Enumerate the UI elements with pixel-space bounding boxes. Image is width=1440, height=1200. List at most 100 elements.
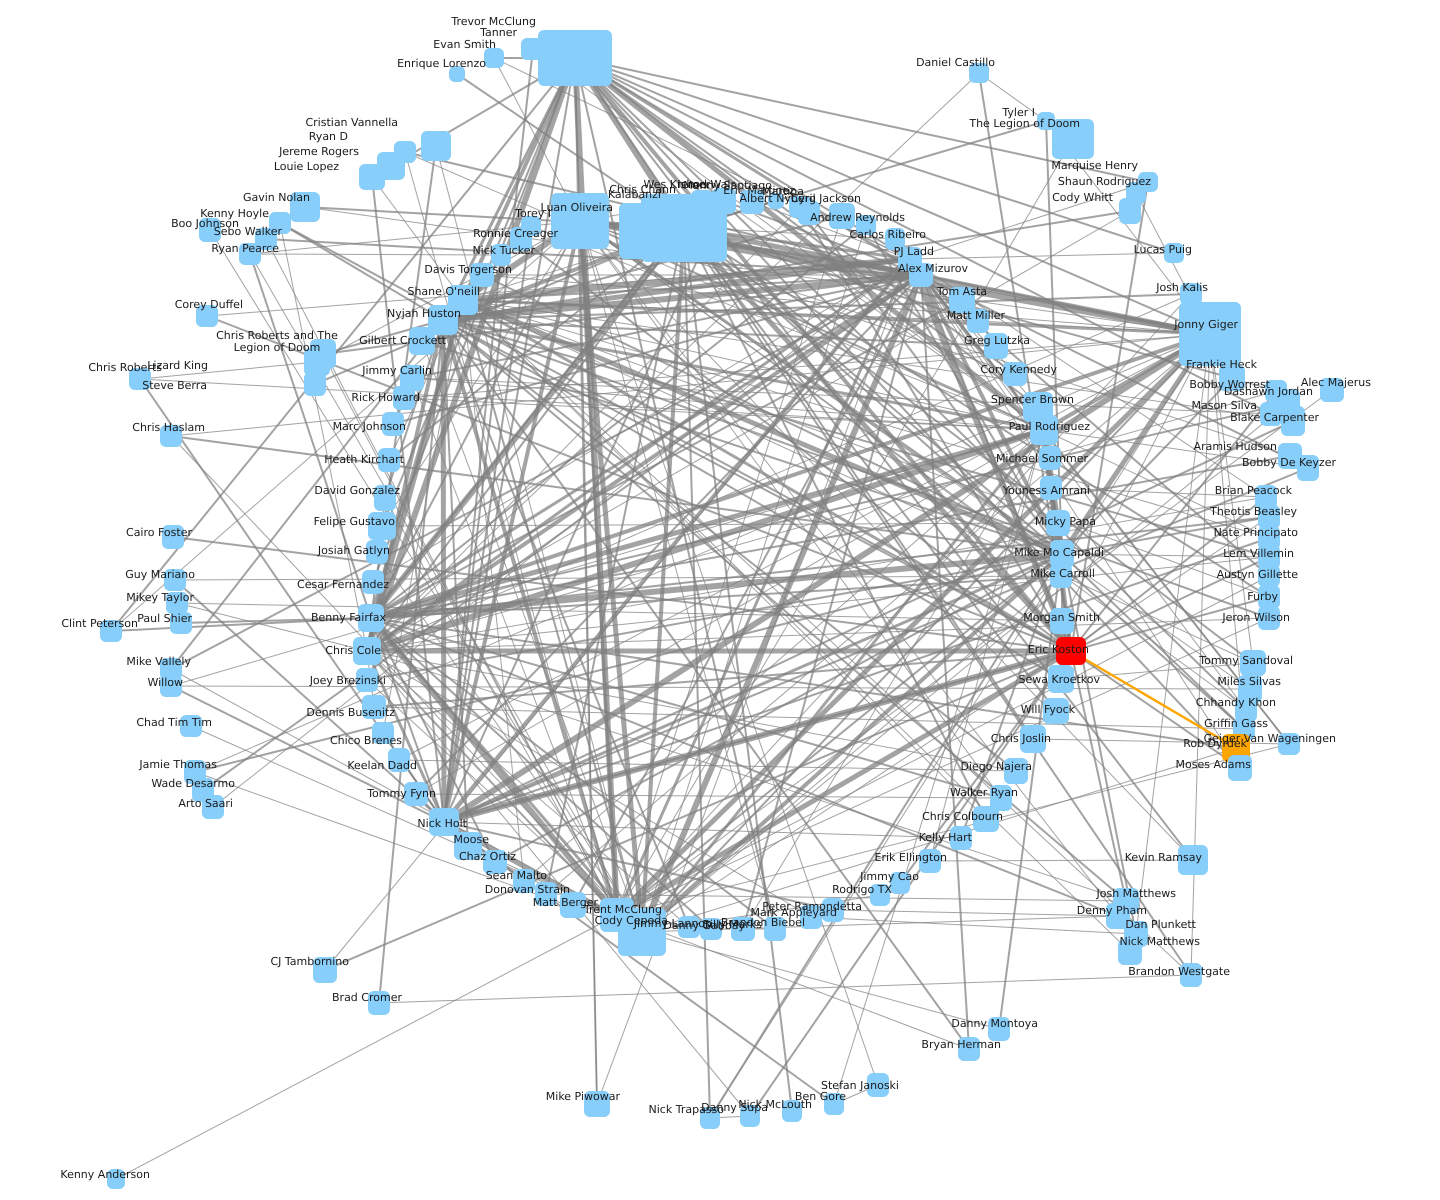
graph-node[interactable]	[1297, 455, 1319, 481]
graph-node[interactable]	[393, 386, 415, 410]
graph-node[interactable]	[1030, 415, 1058, 445]
graph-node[interactable]	[798, 201, 820, 225]
graph-node[interactable]	[949, 287, 975, 313]
graph-node[interactable]	[1278, 733, 1300, 755]
graph-node[interactable]	[1039, 446, 1061, 470]
graph-node[interactable]	[856, 215, 876, 235]
graph-node[interactable]	[919, 849, 941, 873]
graph-node[interactable]	[1258, 545, 1280, 569]
graph-node[interactable]	[822, 898, 844, 922]
graph-node[interactable]	[1255, 485, 1277, 509]
graph-node[interactable]	[969, 63, 989, 83]
graph-node[interactable]	[521, 38, 545, 60]
graph-node[interactable]	[1281, 406, 1305, 436]
graph-node[interactable]	[700, 918, 722, 940]
graph-node[interactable]	[378, 448, 400, 472]
graph-node[interactable]	[1119, 198, 1141, 224]
graph-node[interactable]	[712, 188, 736, 214]
graph-node[interactable]	[1219, 365, 1245, 391]
graph-node[interactable]	[166, 592, 188, 614]
graph-node[interactable]	[362, 695, 386, 719]
graph-node[interactable]	[1020, 725, 1046, 753]
graph-node[interactable]	[160, 675, 182, 697]
graph-node[interactable]	[1258, 565, 1280, 587]
graph-node[interactable]	[372, 722, 394, 744]
graph-node[interactable]	[1258, 505, 1280, 529]
graph-node[interactable]	[358, 604, 384, 632]
graph-node[interactable]	[824, 1093, 844, 1115]
graph-node[interactable]	[984, 333, 1008, 359]
graph-node[interactable]	[950, 826, 972, 850]
graph-node[interactable]	[160, 425, 182, 447]
graph-node[interactable]	[164, 569, 186, 591]
graph-node[interactable]	[782, 1100, 802, 1122]
graph-node[interactable]	[867, 1073, 889, 1097]
graph-node[interactable]	[909, 263, 933, 287]
graph-node[interactable]	[890, 872, 910, 894]
graph-node[interactable]	[740, 1105, 760, 1127]
graph-node[interactable]	[1179, 302, 1241, 366]
graph-node[interactable]	[1258, 606, 1280, 630]
graph-node[interactable]	[362, 570, 384, 594]
graph-node[interactable]	[678, 916, 700, 938]
graph-node[interactable]	[990, 785, 1012, 811]
graph-node[interactable]	[1050, 540, 1074, 568]
graph-node[interactable]	[800, 905, 822, 929]
graph-node[interactable]	[1043, 698, 1069, 724]
graph-node[interactable]	[967, 309, 989, 333]
graph-node[interactable]	[1180, 283, 1202, 305]
graph-node[interactable]	[1118, 939, 1142, 965]
graph-node[interactable]	[973, 806, 999, 832]
graph-node[interactable]	[535, 882, 557, 906]
graph-node[interactable]	[449, 66, 465, 82]
graph-node[interactable]	[180, 715, 202, 737]
graph-node[interactable]	[731, 917, 755, 941]
graph-node[interactable]	[1003, 362, 1027, 386]
graph-node[interactable]	[691, 190, 713, 212]
graph-node[interactable]	[196, 305, 218, 327]
graph-node[interactable]	[290, 192, 320, 222]
graph-node[interactable]	[353, 637, 381, 665]
graph-node[interactable]	[764, 917, 786, 941]
graph-node[interactable]	[368, 512, 396, 540]
graph-node[interactable]	[374, 485, 396, 511]
graph-node[interactable]	[1235, 698, 1257, 722]
graph-node[interactable]	[1320, 378, 1344, 402]
graph-node[interactable]	[368, 991, 390, 1015]
graph-node[interactable]	[356, 668, 378, 692]
graph-node[interactable]	[538, 30, 612, 86]
graph-node[interactable]	[1050, 608, 1074, 634]
graph-node[interactable]	[129, 368, 151, 390]
graph-node[interactable]	[239, 243, 261, 265]
graph-node[interactable]	[1056, 637, 1086, 665]
graph-node[interactable]	[202, 795, 224, 819]
graph-node[interactable]	[619, 203, 681, 259]
graph-node[interactable]	[1228, 755, 1252, 781]
graph-node[interactable]	[304, 372, 326, 396]
graph-node[interactable]	[1046, 510, 1070, 536]
graph-node[interactable]	[304, 348, 330, 376]
graph-node[interactable]	[255, 228, 277, 250]
graph-node[interactable]	[454, 832, 482, 860]
graph-node[interactable]	[618, 908, 666, 956]
graph-node[interactable]	[421, 131, 451, 161]
graph-node[interactable]	[470, 263, 494, 287]
graph-node[interactable]	[870, 884, 890, 906]
graph-node[interactable]	[958, 1037, 980, 1061]
graph-node[interactable]	[584, 1091, 610, 1117]
graph-node[interactable]	[484, 48, 504, 68]
graph-node[interactable]	[429, 808, 459, 836]
graph-node[interactable]	[1040, 476, 1062, 500]
graph-node[interactable]	[988, 1017, 1010, 1041]
graph-node[interactable]	[829, 203, 855, 229]
graph-node[interactable]	[885, 228, 905, 250]
graph-node[interactable]	[740, 190, 764, 214]
graph-node[interactable]	[1004, 758, 1028, 784]
graph-node[interactable]	[1164, 243, 1184, 263]
graph-node[interactable]	[1240, 650, 1266, 676]
graph-node[interactable]	[404, 782, 428, 806]
graph-node[interactable]	[551, 193, 609, 249]
graph-node[interactable]	[388, 748, 410, 772]
graph-node[interactable]	[382, 412, 404, 436]
